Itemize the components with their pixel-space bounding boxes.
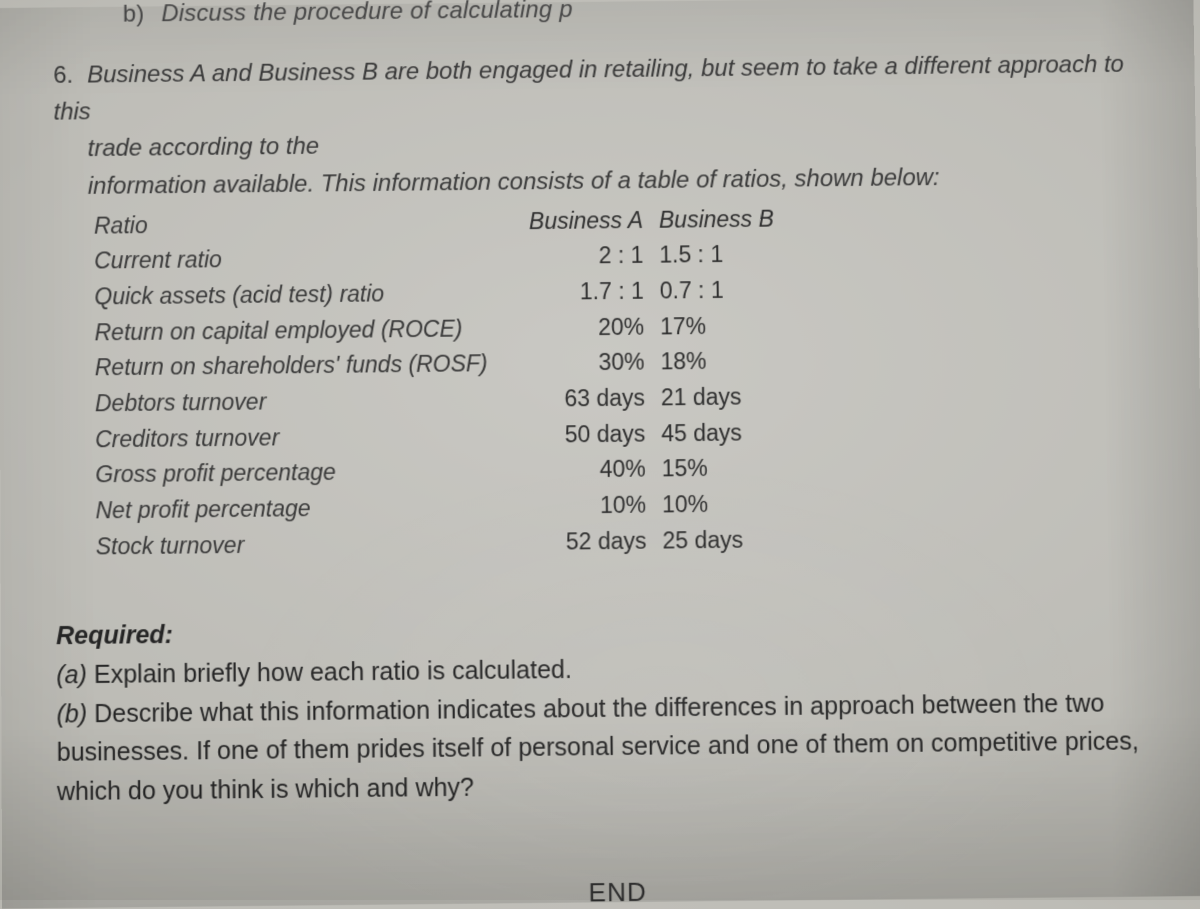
ratio-value-a: 52 days [516,523,663,560]
question-6-number: 6. [53,57,87,94]
ratio-label: Creditors turnover [95,417,515,457]
ratio-value-a: 20% [514,309,660,346]
prev-question-fragment: b) Discuss the procedure of calculating … [53,0,1164,29]
end-marker-row: END [57,871,1178,909]
ratio-value-a: 2 : 1 [513,238,659,275]
ratio-value-b: 17% [660,308,790,345]
ratio-label: Net profit percentage [95,489,516,529]
ratio-value-a: 50 days [515,416,661,453]
ratio-value-b: 10% [662,486,793,523]
ratio-table: Ratio Business A Business B Current rati… [94,197,1173,564]
ratio-header-label: Ratio [94,204,513,244]
required-b-label: (b) [56,700,87,728]
prev-bullet-text: Discuss the procedure of calculating p [161,0,573,27]
ratio-value-b: 15% [662,450,792,487]
required-section: Required: (a) Explain briefly how each r… [56,606,1176,813]
ratio-value-b: 21 days [661,379,791,416]
required-part-b: (b) Describe what this information indic… [56,683,1176,812]
ratio-value-a: 1.7 : 1 [514,274,660,311]
ratio-value-a: 63 days [515,380,661,417]
ratio-value-a: 30% [514,345,660,382]
end-marker: END [588,877,647,908]
ratio-label: Current ratio [94,240,514,280]
ratio-header-b: Business B [659,201,789,238]
ratio-value-b: 18% [660,343,790,380]
ratio-label: Debtors turnover [95,382,515,422]
ratio-value-b: 45 days [661,415,791,452]
exam-page: b) Discuss the procedure of calculating … [0,0,1200,909]
ratio-value-a: 10% [516,487,663,524]
ratio-value-b: 0.7 : 1 [660,272,790,309]
required-a-label: (a) [56,661,87,689]
ratio-label: Gross profit percentage [95,453,516,493]
ratio-value-b: 1.5 : 1 [659,237,789,274]
question-6-line1: Business A and Business B are both engag… [53,51,1124,126]
ratio-label: Return on shareholders' funds (ROSF) [95,346,515,386]
ratio-label: Quick assets (acid test) ratio [94,275,514,315]
prev-bullet-b: b) [123,1,145,28]
question-6-line3: information available. This information … [88,164,940,200]
required-b-text: Describe what this information indicates… [57,689,1139,806]
question-6-intro: 6.Business A and Business B are both eng… [53,45,1166,204]
required-a-text: Explain briefly how each ratio is calcul… [87,656,572,689]
question-6-line2: trade according to the [88,133,320,162]
ratio-value-b: 25 days [662,522,793,559]
question-6: 6.Business A and Business B are both eng… [53,45,1172,565]
ratio-label: Return on capital employed (ROCE) [94,311,514,351]
ratio-label: Stock turnover [96,525,517,565]
ratio-header-a: Business A [513,203,659,240]
ratio-value-a: 40% [515,452,661,489]
